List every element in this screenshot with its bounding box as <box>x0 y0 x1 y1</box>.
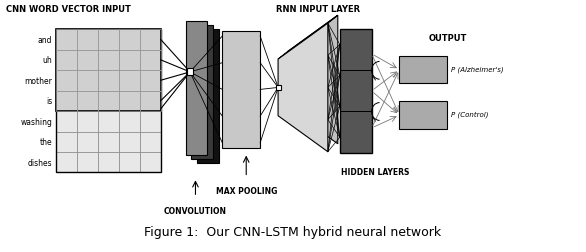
Bar <box>56 29 161 172</box>
Bar <box>119 90 139 111</box>
Text: mother: mother <box>24 77 52 86</box>
Bar <box>197 29 219 163</box>
Text: OUTPUT: OUTPUT <box>429 35 468 44</box>
Bar <box>119 111 139 132</box>
Bar <box>139 29 161 50</box>
Bar <box>139 29 161 50</box>
Text: CNN WORD VECTOR INPUT: CNN WORD VECTOR INPUT <box>6 5 131 14</box>
Text: uh: uh <box>42 56 52 65</box>
Bar <box>192 25 213 159</box>
Bar <box>98 70 119 90</box>
Bar <box>77 70 98 90</box>
Bar <box>98 132 119 152</box>
Polygon shape <box>278 15 338 59</box>
Bar <box>56 29 77 50</box>
Bar <box>119 50 139 70</box>
Bar <box>139 70 161 90</box>
Bar <box>98 111 119 132</box>
Bar <box>77 29 98 50</box>
Bar <box>139 90 161 111</box>
Polygon shape <box>278 23 328 152</box>
Text: P (Control): P (Control) <box>451 112 489 118</box>
Bar <box>77 90 98 111</box>
Bar <box>56 111 77 132</box>
Bar <box>56 90 77 111</box>
Text: dishes: dishes <box>28 159 52 168</box>
Bar <box>186 21 207 155</box>
Text: washing: washing <box>21 118 52 127</box>
Bar <box>119 90 139 111</box>
Bar <box>98 90 119 111</box>
Bar <box>56 50 77 70</box>
Bar <box>77 90 98 111</box>
Bar <box>139 90 161 111</box>
Text: P (Alzheimer's): P (Alzheimer's) <box>451 66 504 73</box>
Bar <box>98 50 119 70</box>
Bar <box>56 29 77 50</box>
Bar <box>340 29 372 153</box>
Text: the: the <box>39 138 52 147</box>
Bar <box>119 152 139 172</box>
Bar <box>56 132 77 152</box>
Bar <box>56 90 77 111</box>
Bar <box>77 132 98 152</box>
Bar <box>77 29 98 50</box>
Bar <box>139 50 161 70</box>
Bar <box>98 152 119 172</box>
Bar <box>119 70 139 90</box>
Bar <box>56 152 77 172</box>
Bar <box>77 50 98 70</box>
Bar <box>139 132 161 152</box>
Text: and: and <box>38 36 52 45</box>
Bar <box>139 50 161 70</box>
Bar <box>56 70 77 90</box>
Bar <box>77 50 98 70</box>
Bar <box>77 70 98 90</box>
Bar <box>119 50 139 70</box>
Text: MAX POOLING: MAX POOLING <box>216 187 277 196</box>
Bar <box>275 85 281 90</box>
Text: Figure 1:  Our CNN-LSTM hybrid neural network: Figure 1: Our CNN-LSTM hybrid neural net… <box>144 226 442 239</box>
Bar <box>56 29 161 111</box>
Bar <box>56 70 77 90</box>
Bar <box>98 29 119 50</box>
Bar <box>400 101 447 129</box>
Bar <box>119 29 139 50</box>
Bar <box>119 132 139 152</box>
Text: CONVOLUTION: CONVOLUTION <box>164 207 227 216</box>
Polygon shape <box>288 15 338 144</box>
Bar <box>139 111 161 132</box>
Bar <box>186 69 193 75</box>
Bar <box>119 29 139 50</box>
Bar <box>119 70 139 90</box>
Bar <box>98 29 119 50</box>
Bar <box>98 70 119 90</box>
Text: RNN INPUT LAYER: RNN INPUT LAYER <box>276 5 360 14</box>
Text: is: is <box>46 97 52 106</box>
Bar <box>77 111 98 132</box>
Bar <box>222 31 260 148</box>
Bar <box>98 90 119 111</box>
Bar <box>400 56 447 83</box>
Bar <box>56 50 77 70</box>
Bar <box>139 152 161 172</box>
Bar <box>77 152 98 172</box>
Bar <box>98 50 119 70</box>
Text: HIDDEN LAYERS: HIDDEN LAYERS <box>342 168 410 177</box>
Bar <box>139 70 161 90</box>
